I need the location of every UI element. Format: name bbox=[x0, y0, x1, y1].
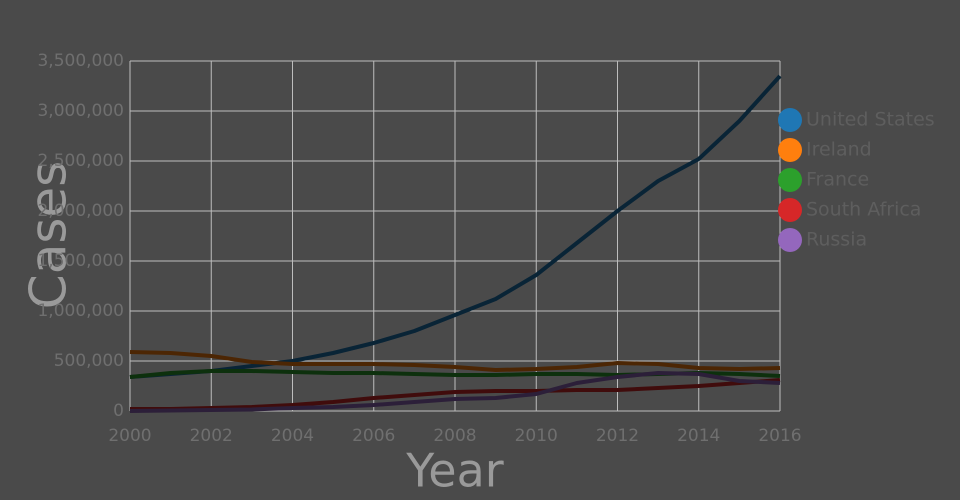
x-tick-label: 2000 bbox=[108, 426, 151, 446]
x-tick-label: 2002 bbox=[190, 426, 233, 446]
x-tick-label: 2014 bbox=[677, 426, 720, 446]
data-line bbox=[130, 378, 781, 411]
legend-label: Ireland bbox=[806, 139, 872, 161]
data-line bbox=[129, 74, 782, 379]
legend-marker bbox=[778, 228, 802, 252]
y-tick-label: 1,500,000 bbox=[37, 251, 124, 271]
y-tick-label: 3,500,000 bbox=[37, 51, 124, 71]
x-tick-label: 2016 bbox=[758, 426, 801, 446]
data-line bbox=[129, 350, 781, 372]
x-tick-label: 2010 bbox=[515, 426, 558, 446]
y-tick-label: 0 bbox=[113, 401, 124, 421]
y-tick-label: 1,000,000 bbox=[37, 301, 124, 321]
x-tick-label: 2008 bbox=[433, 426, 476, 446]
legend-marker bbox=[778, 168, 802, 192]
legend-label: France bbox=[806, 169, 869, 191]
legend-label: Russia bbox=[806, 229, 867, 251]
x-tick-label: 2006 bbox=[352, 426, 395, 446]
x-tick-label: 2004 bbox=[271, 426, 314, 446]
x-axis-title: Year bbox=[405, 444, 503, 498]
legend-label: South Africa bbox=[806, 199, 921, 221]
legend-marker bbox=[778, 198, 802, 222]
legend-marker bbox=[778, 108, 802, 132]
y-tick-label: 2,000,000 bbox=[37, 201, 124, 221]
legend-label: United States bbox=[806, 109, 935, 131]
data-line bbox=[129, 371, 781, 413]
x-tick-label: 2012 bbox=[596, 426, 639, 446]
y-tick-label: 500,000 bbox=[54, 351, 124, 371]
y-axis-title: Cases bbox=[20, 161, 78, 309]
legend-marker bbox=[778, 138, 802, 162]
y-tick-label: 3,000,000 bbox=[37, 101, 124, 121]
y-tick-label: 2,500,000 bbox=[37, 151, 124, 171]
